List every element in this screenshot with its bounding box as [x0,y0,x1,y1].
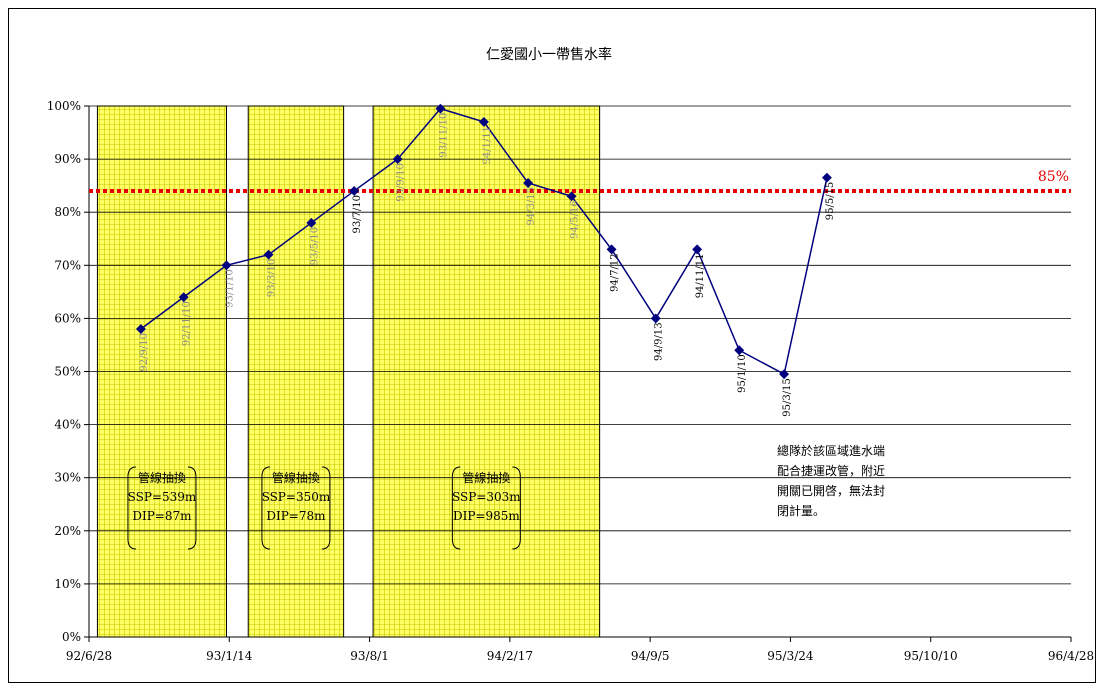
bracket-right [512,466,521,550]
period-note: 管線抽換 SSP=303m DIP=985m [451,466,521,550]
x-tick-label: 93/8/1 [350,649,389,663]
annotation-note: 總隊於該區域進水端 配合捷運改管，附近 開關已開啓，無法封 閉計量。 [777,443,885,518]
annotation-line: 配合捷運改管，附近 [777,463,885,478]
period-note-line: SSP=350m [262,490,331,504]
period-note-line: 管線抽換 [272,470,320,485]
point-label: 94/9/13 [654,322,665,361]
period-note-line: DIP=87m [132,509,192,523]
point-label: 95/5/15 [825,182,836,221]
y-tick-label: 10% [54,577,81,591]
data-point [734,345,745,356]
x-tick-label: 94/2/17 [487,649,533,663]
annotation-line: 總隊於該區域進水端 [777,443,885,458]
period-note-line: 管線抽換 [138,470,186,485]
point-label: 94/5/16 [570,200,581,239]
axes: 0% 10% 20% 30% 40% 50% 60% 70% 80% 90% 100% 92/6/28… [47,99,1094,663]
data-point [779,369,790,380]
point-label: 94/3/15 [526,187,537,226]
data-point [821,172,832,183]
bracket-left [451,466,461,550]
data-point [349,186,360,196]
x-tick-label: 93/1/14 [206,649,253,663]
reference-line-label: 85% [1038,169,1069,185]
period-note-line: DIP=78m [266,509,326,523]
period-note: 管線抽換 SSP=350m DIP=78m [261,466,331,550]
bracket-right [321,466,331,550]
point-label: 94/1/11 [482,126,493,165]
y-tick-label: 80% [54,205,81,219]
point-label: 95/1/10 [737,354,748,393]
chart-title: 仁愛國小一帶售水率 [486,46,612,63]
data-point [392,154,403,165]
bracket-left [261,466,270,550]
bracket-left [127,466,136,550]
point-labels: 92/9/10 92/11/10 93/1/10 93/3/10 93/5/10 93/7… [139,113,836,417]
y-tick-label: 70% [54,258,81,272]
chart-frame: 0% 10% 20% 30% 40% 50% 60% 70% 80% 90% 100% 92/6/28… [8,8,1096,683]
data-point [221,260,232,271]
data-point [523,178,534,188]
point-label: 92/11/10 [182,301,193,346]
point-label: 93/11/10 [438,113,449,158]
data-point [650,313,661,324]
period-note: 管線抽換 SSP=539m DIP=87m [127,466,197,550]
y-tick-label: 50% [54,365,81,379]
x-tick-label: 95/10/10 [904,649,958,663]
period-note-line: 管線抽換 [462,470,510,485]
point-label: 93/5/10 [309,227,320,266]
series-group [135,103,832,380]
point-label: 93/1/10 [224,269,235,308]
y-tick-label: 20% [54,524,81,538]
point-label: 92/9/10 [139,333,150,372]
x-tick-label: 95/3/24 [767,649,814,663]
data-point [135,324,146,334]
period-notes: 管線抽換SSP=539mDIP=87m管線抽換SSP=350mDIP=78m管線… [127,466,521,550]
point-label: 93/3/10 [267,259,278,298]
y-tick-label: 0% [62,630,81,644]
point-label: 93/7/10 [352,195,363,234]
point-label: 94/11/11 [695,253,706,298]
period-note-line: SSP=303m [452,490,521,504]
data-point [692,244,703,255]
period-note-line: DIP=985m [453,509,520,523]
point-label: 93/9/10 [396,163,407,202]
bracket-right [187,466,197,550]
period-note-line: SSP=539m [128,490,197,504]
y-tick-label: 90% [54,152,81,166]
data-point [606,244,617,255]
x-tick-label: 92/6/28 [66,649,112,663]
y-tick-label: 60% [54,311,81,325]
y-tick-label: 40% [54,418,81,432]
y-tick-label: 30% [54,471,81,485]
data-point [566,191,577,202]
point-label: 95/3/15 [782,378,793,417]
x-tick-label: 94/9/5 [631,649,670,663]
annotation-line: 閉計量。 [777,503,825,518]
x-tick-label: 96/4/28 [1048,649,1094,663]
data-point [178,292,189,303]
annotation-line: 開關已開啓，無法封 [777,483,885,498]
y-tick-label: 100% [47,99,81,113]
data-point [306,217,317,228]
point-label: 94/7/12 [610,253,621,292]
chart-svg: 0% 10% 20% 30% 40% 50% 60% 70% 80% 90% 100% 92/6/28… [47,46,1094,663]
